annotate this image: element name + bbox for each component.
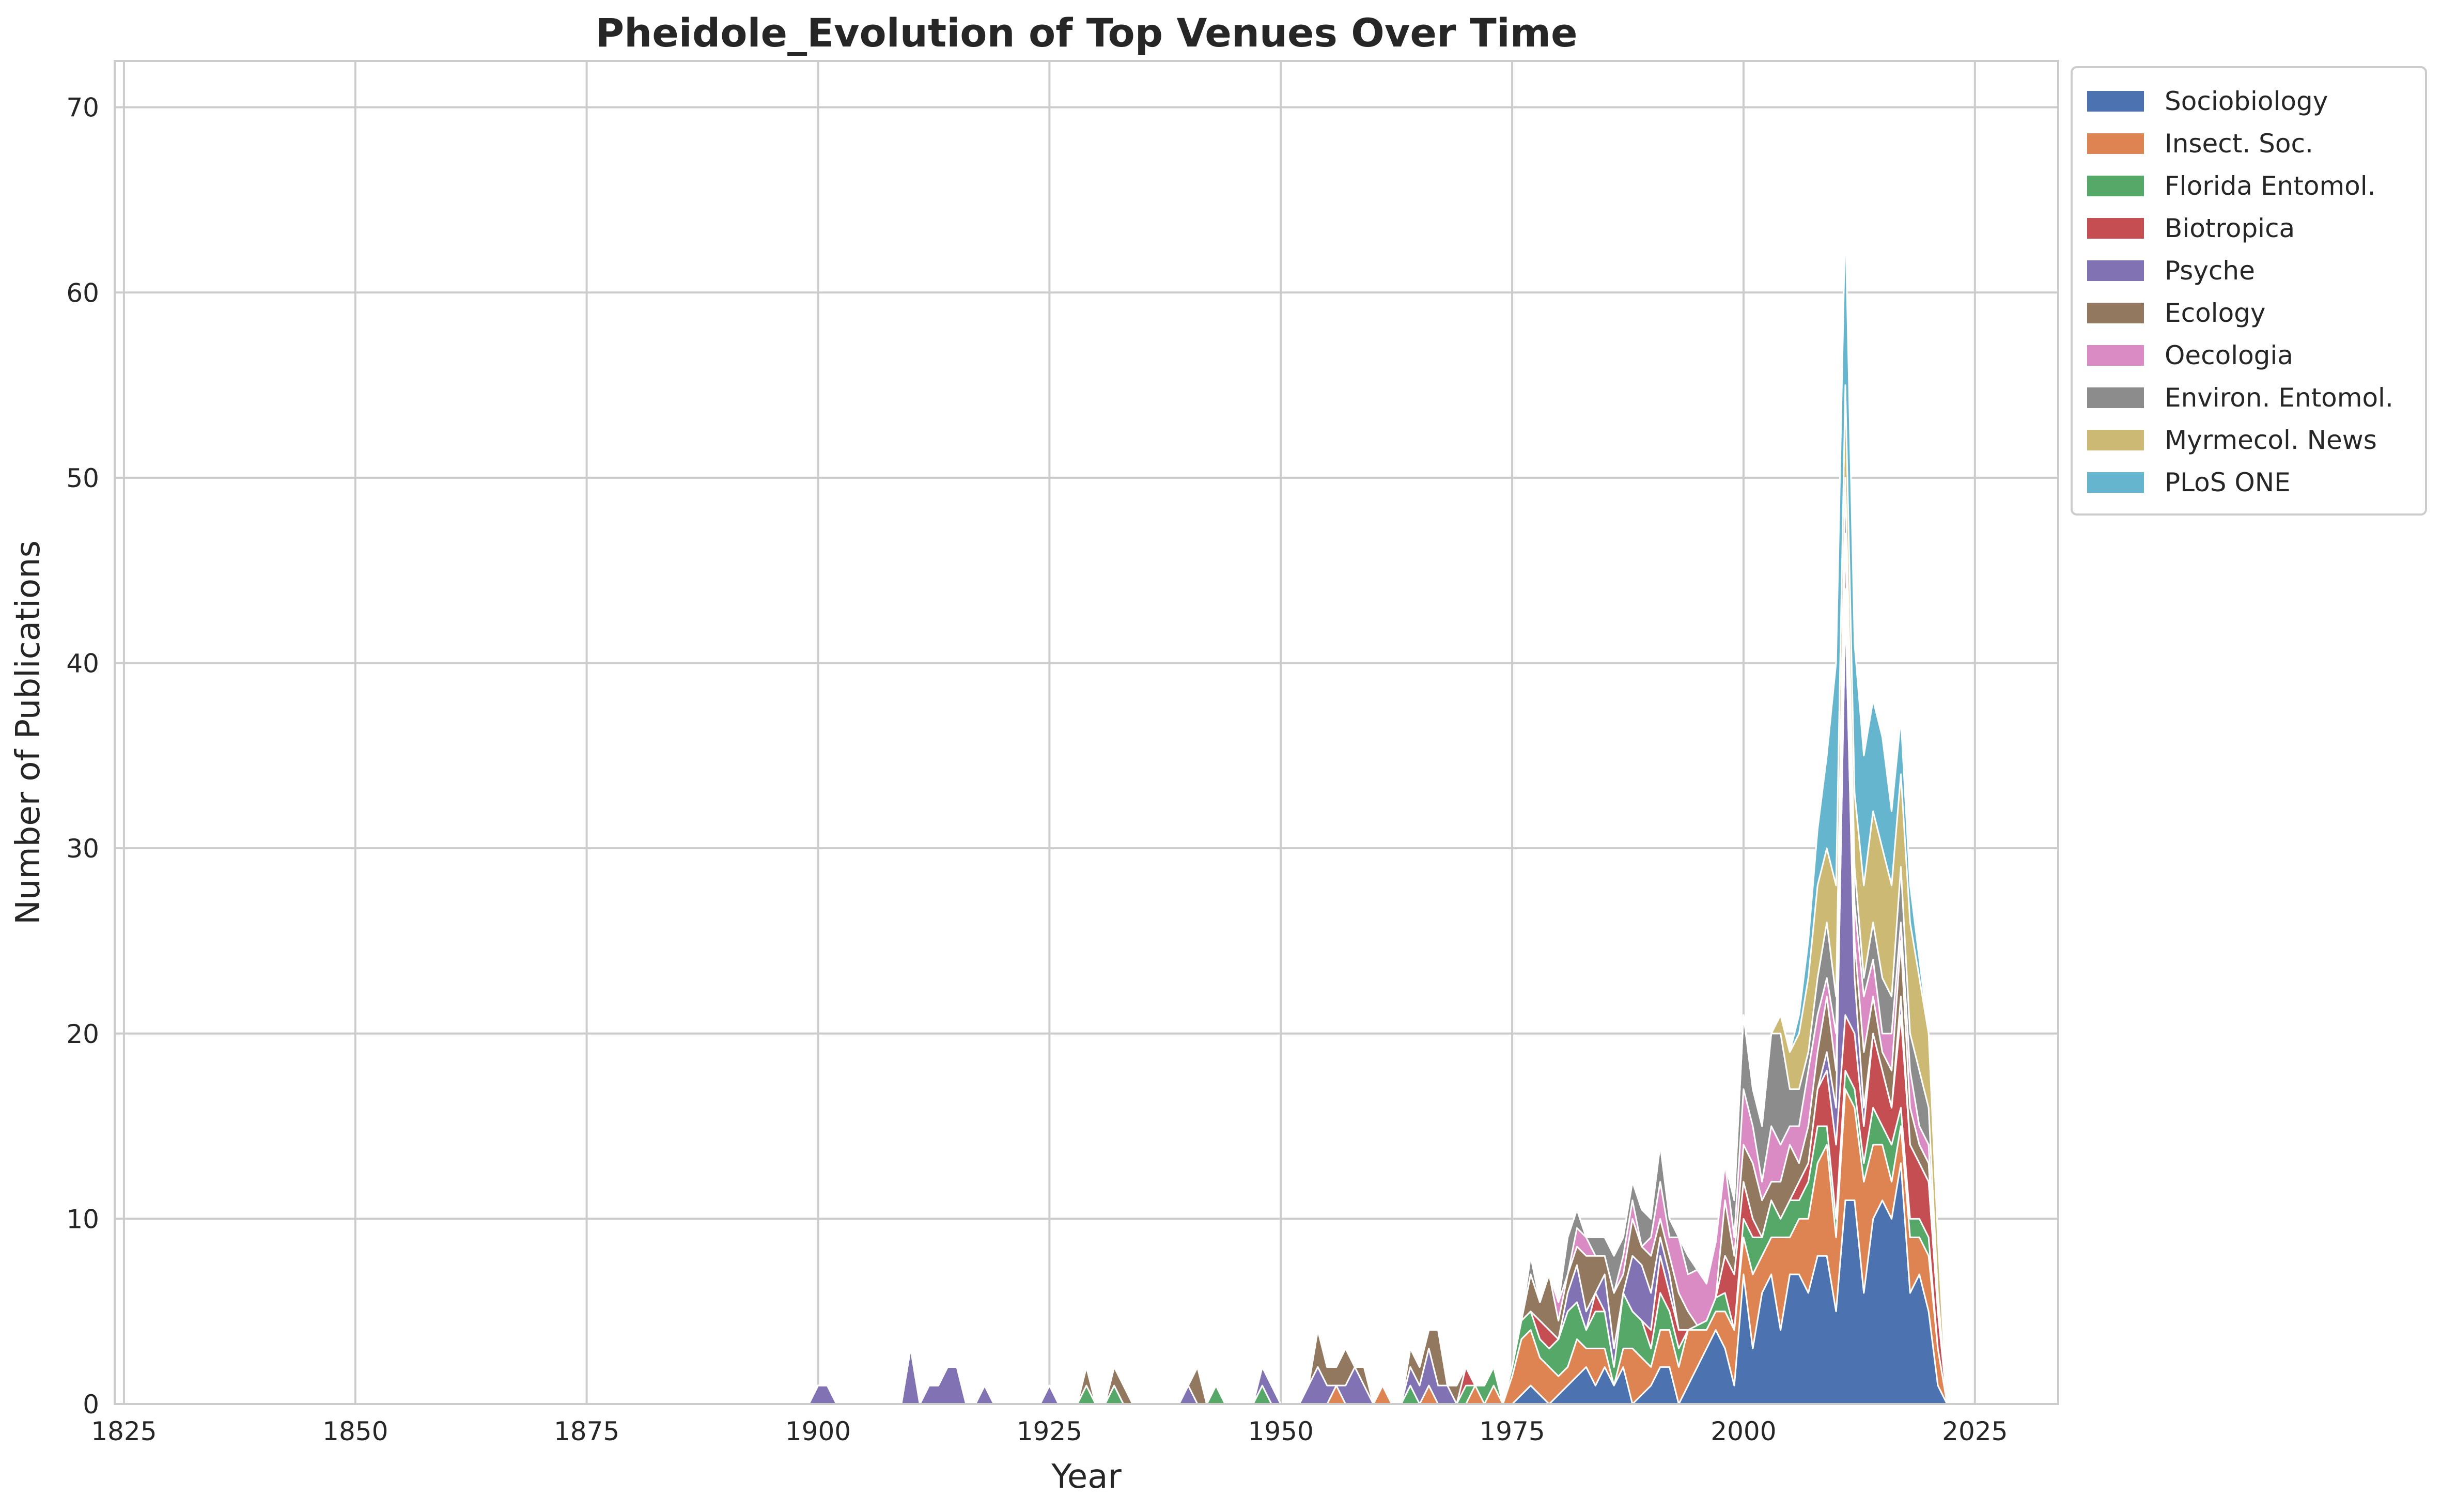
x-tick-label: 1950 [1248,1416,1314,1446]
plot-frame [114,60,2059,1405]
x-tick-label: 1900 [785,1416,851,1446]
legend-label-sociobiology: Sociobiology [2165,86,2328,116]
y-tick-label: 60 [66,278,99,308]
y-tick-label: 40 [66,649,99,679]
y-tick-label: 10 [66,1204,99,1234]
x-tick-label: 1975 [1479,1416,1545,1446]
x-tick-label: 1875 [554,1416,619,1446]
legend-swatch-ecology [2087,303,2144,323]
x-tick-label: 1825 [91,1416,157,1446]
legend-label-oecologia: Oecologia [2165,340,2293,370]
legend-label-biotropica: Biotropica [2165,213,2295,243]
legend-swatch-biotropica [2087,218,2144,239]
y-tick-label: 30 [66,834,99,864]
chart-title: Pheidole_Evolution of Top Venues Over Ti… [595,10,1577,56]
legend-label-ecology: Ecology [2165,298,2265,328]
y-tick-label: 70 [66,93,99,123]
x-axis-title: Year [1051,1458,1122,1496]
y-axis-title: Number of Publications [9,540,48,925]
legend-swatch-myrmecol-news [2087,430,2144,450]
legend-label-environ-entomol: Environ. Entomol. [2165,383,2393,413]
legend-label-plos-one: PLoS ONE [2165,467,2291,497]
legend-label-psyche: Psyche [2165,256,2255,286]
legend: Sociobiology Insect. Soc. Florida Entomol.… [2071,66,2427,516]
legend-label-florida-entomol: Florida Entomol. [2165,171,2376,201]
plot-background [115,61,2058,1404]
legend-swatch-sociobiology [2087,91,2144,112]
legend-frame [2071,66,2427,516]
legend-swatch-florida-entomol [2087,176,2144,196]
x-tick-label: 2025 [1942,1416,2008,1446]
legend-swatch-plos-one [2087,472,2144,493]
legend-swatch-psyche [2087,260,2144,281]
x-tick-label: 1850 [322,1416,388,1446]
x-tick-label: 1925 [1017,1416,1082,1446]
y-tick-label: 50 [66,463,99,493]
x-tick-label: 2000 [1711,1416,1776,1446]
legend-swatch-oecologia [2087,345,2144,366]
y-tick-label: 20 [66,1019,99,1049]
y-tick-label: 0 [83,1390,99,1420]
legend-swatch-environ-entomol [2087,387,2144,408]
legend-swatch-insect-soc [2087,133,2144,154]
legend-label-insect-soc: Insect. Soc. [2165,129,2313,159]
legend-label-myrmecol-news: Myrmecol. News [2165,425,2377,455]
tick-layer: 1825 1850 1875 1900 1925 1950 1975 2000 2025 0 10 2… [66,93,2008,1446]
